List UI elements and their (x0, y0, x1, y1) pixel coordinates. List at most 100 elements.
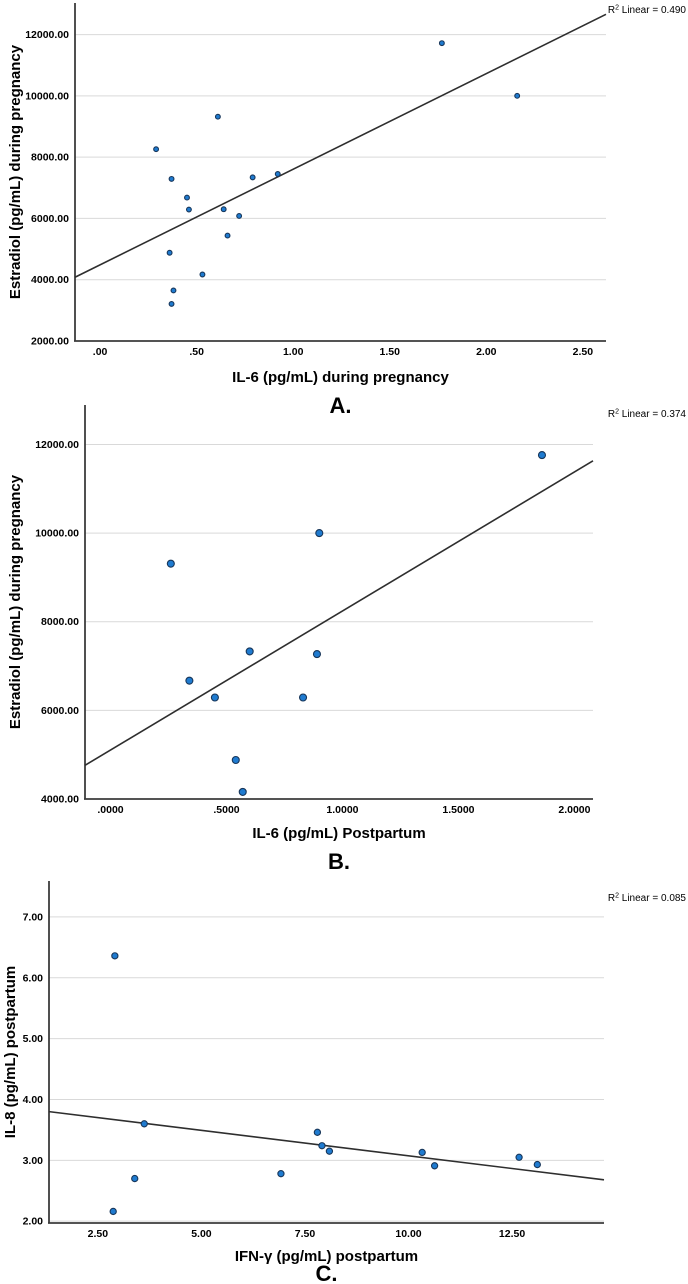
y-tick-label: 4000.00 (41, 794, 79, 806)
data-point (214, 113, 221, 120)
data-point (199, 271, 206, 278)
y-tick-label: 5.00 (23, 1033, 44, 1045)
panel-caption: A. (330, 393, 352, 418)
x-tick-label: 7.50 (295, 1228, 316, 1240)
y-axis-title: Estradiol (pg/mL) during pregnancy (7, 44, 24, 299)
data-point (170, 287, 177, 294)
x-tick-label: .50 (189, 346, 204, 358)
y-tick-label: 2000.00 (31, 336, 69, 348)
data-point (168, 300, 175, 307)
data-point (315, 529, 324, 538)
x-tick-label: 5.00 (191, 1228, 212, 1240)
data-point (131, 1174, 139, 1183)
data-point (245, 647, 254, 656)
data-point (153, 146, 160, 153)
y-tick-label: 10000.00 (35, 528, 79, 540)
data-point (238, 787, 247, 796)
x-tick-label: 2.0000 (558, 804, 590, 816)
panel-caption: C. (316, 1261, 338, 1284)
r-squared-rest: Linear = 0.374 (619, 409, 686, 420)
x-tick-label: 2.50 (573, 346, 594, 358)
data-point (140, 1120, 148, 1128)
regression-line (48, 1110, 605, 1181)
r-squared-base: R (608, 893, 615, 904)
r-squared-sup: 2 (615, 5, 619, 12)
y-axis-title: Estradiol (pg/mL) during pregnancy (7, 474, 24, 729)
x-tick-label: 1.0000 (326, 804, 358, 816)
r-squared-rest: Linear = 0.490 (619, 5, 686, 16)
r-squared-base: R (608, 5, 615, 16)
data-point (418, 1148, 426, 1157)
data-point (249, 174, 256, 181)
y-tick-label: 6.00 (23, 972, 44, 984)
y-tick-label: 4000.00 (31, 274, 69, 286)
y-tick-label: 7.00 (23, 911, 44, 923)
data-point (224, 232, 231, 239)
r-squared-label: R2 Linear = 0.374 (608, 409, 687, 421)
data-point (185, 676, 194, 685)
data-point (109, 1207, 117, 1216)
data-point (274, 171, 281, 177)
y-tick-label: 3.00 (23, 1155, 44, 1167)
r-squared-label: R2 Linear = 0.490 (608, 5, 687, 17)
x-tick-label: 12.50 (499, 1228, 525, 1240)
y-tick-label: 10000.00 (25, 90, 69, 102)
data-point (220, 206, 227, 213)
x-axis-title: IL-6 (pg/mL) Postpartum (252, 825, 425, 842)
data-point (514, 92, 521, 99)
data-point (210, 693, 219, 702)
x-tick-label: 2.00 (476, 346, 497, 358)
data-point (318, 1142, 326, 1150)
r-squared-sup: 2 (615, 409, 619, 416)
x-tick-label: .5000 (213, 804, 239, 816)
y-tick-label: 2.00 (23, 1216, 44, 1228)
r-squared-sup: 2 (615, 893, 619, 900)
panel-b-chart: 4000.00 6000.00 8000.00 10000.00 12000.00 .00… (7, 405, 686, 874)
data-point (430, 1162, 439, 1170)
r-squared-rest: Linear = 0.085 (619, 893, 686, 904)
data-point (185, 206, 192, 213)
panel-c-chart: 2.00 3.00 4.00 5.00 6.00 7.00 2.50 5.00 7.50 10.0… (2, 881, 686, 1284)
data-point (313, 1128, 322, 1136)
data-point (438, 40, 445, 47)
y-axis-title: IL-8 (pg/mL) postpartum (2, 966, 19, 1139)
data-point (312, 650, 322, 659)
data-point (537, 451, 547, 460)
data-point (236, 213, 243, 219)
x-tick-label: 2.50 (88, 1228, 109, 1240)
data-point (325, 1147, 334, 1155)
regression-line (74, 13, 607, 278)
data-point (231, 755, 240, 765)
data-point (166, 249, 173, 256)
y-tick-label: 8000.00 (31, 152, 69, 164)
y-tick-label: 8000.00 (41, 616, 79, 628)
r-squared-label: R2 Linear = 0.085 (608, 893, 687, 905)
x-tick-label: 1.5000 (442, 804, 474, 816)
x-axis-title: IFN-γ (pg/mL) postpartum (235, 1248, 418, 1265)
x-tick-label: .0000 (97, 804, 123, 816)
y-tick-label: 4.00 (23, 1094, 44, 1106)
data-point (166, 559, 175, 568)
x-tick-label: 10.00 (395, 1228, 421, 1240)
r-squared-base: R (608, 409, 615, 420)
panel-caption: B. (328, 849, 350, 874)
x-tick-label: 1.50 (380, 346, 401, 358)
data-point (184, 194, 190, 201)
data-point (533, 1160, 541, 1169)
data-point (168, 175, 175, 182)
y-tick-label: 12000.00 (25, 29, 69, 41)
data-point (277, 1170, 285, 1178)
data-point (111, 952, 119, 960)
data-point (298, 693, 308, 702)
y-tick-label: 6000.00 (31, 213, 69, 225)
regression-line (84, 460, 594, 767)
y-tick-label: 6000.00 (41, 705, 79, 717)
x-tick-label: .00 (93, 346, 108, 358)
x-tick-label: 1.00 (283, 346, 304, 358)
y-tick-label: 12000.00 (35, 439, 79, 451)
x-axis-title: IL-6 (pg/mL) during pregnancy (232, 369, 449, 386)
data-point (515, 1153, 523, 1161)
panel-a-chart: 2000.00 4000.00 6000.00 8000.00 10000.00 1200… (7, 3, 686, 418)
